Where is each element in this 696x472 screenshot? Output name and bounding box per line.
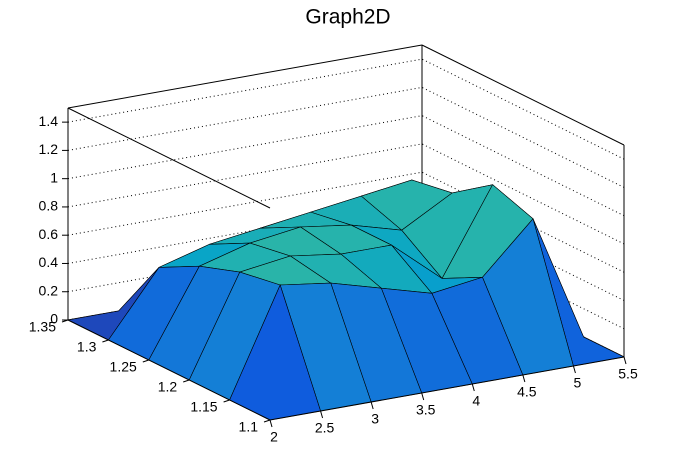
x-tick-label: 3: [371, 411, 379, 427]
z-tick-label: 0.2: [39, 282, 59, 298]
y-tick: [223, 399, 230, 403]
x-tick: [572, 365, 576, 374]
x-tick: [522, 374, 526, 383]
y-tick-label: 1.25: [110, 359, 137, 375]
box-edge: [421, 44, 625, 146]
x-tick-label: 3.5: [416, 402, 436, 418]
x-tick-label: 4: [472, 393, 480, 409]
y-axis: [67, 319, 271, 421]
x-tick: [623, 356, 627, 365]
z-tick-label: 1: [50, 169, 58, 185]
x-tick-label: 2: [270, 429, 278, 445]
y-tick: [183, 379, 190, 383]
box-edge: [67, 107, 271, 209]
y-tick: [61, 319, 69, 323]
x-tick-label: 5: [574, 375, 582, 391]
y-tick: [102, 339, 109, 343]
x-tick: [421, 392, 425, 401]
y-tick-label: 1.3: [77, 339, 97, 355]
x-tick-label: 2.5: [315, 420, 335, 436]
chart-title: Graph2D: [305, 6, 390, 29]
z-tick-label: 0.4: [39, 254, 59, 270]
x-axis: [269, 356, 625, 421]
y-tick: [142, 359, 149, 363]
z-tick-label: 0.8: [39, 198, 59, 214]
x-tick-label: 5.5: [618, 366, 638, 382]
y-tick-label: 1.15: [190, 399, 217, 415]
z-tick-label: 0.6: [39, 226, 59, 242]
grid-line: [67, 86, 625, 188]
y-tick-label: 1.1: [239, 419, 259, 435]
x-tick: [269, 419, 273, 428]
x-tick: [320, 410, 324, 419]
x-tick: [471, 383, 475, 392]
y-tick-label: 1.2: [158, 379, 178, 395]
z-tick-label: 1.4: [39, 113, 59, 129]
y-tick: [263, 419, 271, 423]
z-tick-label: 1.2: [39, 141, 59, 157]
z-tick-label: 0: [50, 311, 58, 327]
box-edge: [67, 44, 423, 109]
x-tick-label: 4.5: [517, 384, 537, 400]
x-tick: [370, 401, 374, 410]
y-tick-label: 1.35: [29, 319, 56, 335]
grid-line: [67, 58, 625, 160]
